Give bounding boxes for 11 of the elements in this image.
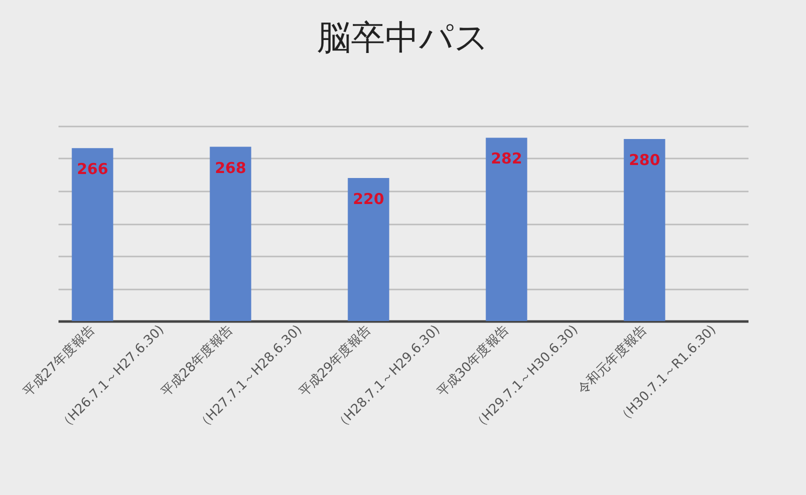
data-label: 268	[214, 158, 246, 177]
bar	[72, 148, 114, 321]
bar	[486, 138, 528, 321]
data-label: 280	[628, 151, 660, 169]
bar	[210, 146, 252, 321]
data-label: 220	[352, 190, 384, 208]
bar	[348, 178, 390, 321]
bar	[624, 139, 666, 321]
data-label: 266	[76, 160, 108, 178]
chart-title: 脳卒中パス	[317, 18, 489, 58]
data-label: 282	[490, 150, 522, 168]
